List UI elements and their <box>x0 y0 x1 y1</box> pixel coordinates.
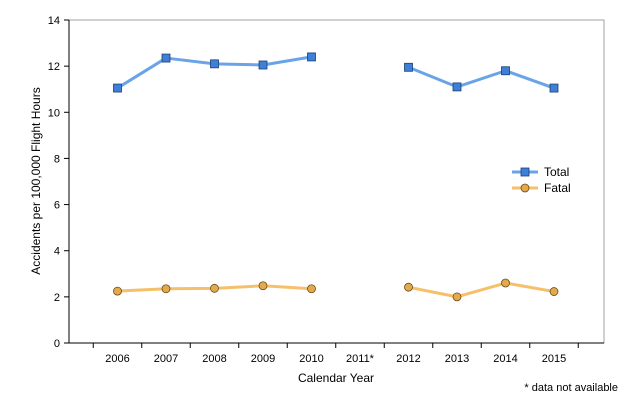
data-point-total <box>452 82 462 92</box>
y-tick-label: 2 <box>54 292 60 304</box>
data-point-fatal <box>452 292 462 302</box>
y-tick-label: 0 <box>54 338 60 350</box>
data-point-fatal <box>501 278 510 288</box>
legend-label-fatal: Fatal <box>544 181 571 195</box>
series-markers <box>113 52 559 302</box>
data-point-fatal <box>404 282 413 292</box>
y-tick-label: 14 <box>48 15 60 27</box>
x-tick-label: 2015 <box>542 353 566 365</box>
legend-marker-fatal <box>520 183 530 193</box>
x-tick-label: 2010 <box>299 353 323 365</box>
data-point-total <box>113 83 122 93</box>
data-point-fatal <box>210 283 219 293</box>
legend-label-total: Total <box>544 165 569 179</box>
y-axis: 0 2 4 6 8 10 12 14 <box>48 15 70 350</box>
y-tick-label: 4 <box>54 246 60 258</box>
data-point-total <box>404 62 413 72</box>
data-point-fatal <box>307 284 316 294</box>
data-point-total <box>549 83 559 93</box>
y-tick-label: 8 <box>54 153 60 165</box>
x-tick-label: 2008 <box>202 353 226 365</box>
y-tick-label: 6 <box>54 200 60 212</box>
x-tick-label: 2011* <box>346 353 375 365</box>
legend-marker-total <box>520 167 530 177</box>
x-axis-title: Calendar Year <box>298 371 374 385</box>
data-point-fatal <box>161 284 171 294</box>
data-point-total <box>258 60 268 70</box>
data-point-total <box>210 59 219 69</box>
data-point-total <box>307 52 316 62</box>
x-axis: 2006 2007 2008 2009 2010 2011* 2012 2013 2014 201… <box>69 342 604 365</box>
data-point-total <box>161 53 171 63</box>
x-tick-label: 2006 <box>105 353 129 365</box>
x-tick-label: 2014 <box>493 353 517 365</box>
data-point-fatal <box>549 287 559 296</box>
series-line-fatal <box>408 281 555 299</box>
series-lines <box>116 55 555 299</box>
y-axis-title: Accidents per 100,000 Flight Hours <box>29 87 43 274</box>
data-point-fatal <box>258 281 268 291</box>
footnote: * data not available <box>524 382 618 394</box>
data-point-total <box>501 66 510 76</box>
x-tick-label: 2013 <box>445 353 469 365</box>
data-point-fatal <box>113 286 122 296</box>
x-tick-label: 2009 <box>251 353 275 365</box>
legend: Total Fatal <box>512 165 571 195</box>
y-tick-label: 10 <box>48 107 60 119</box>
series-line-total <box>407 65 555 90</box>
y-tick-label: 12 <box>48 61 60 73</box>
x-tick-label: 2007 <box>154 353 178 365</box>
x-tick-label: 2012 <box>396 353 420 365</box>
